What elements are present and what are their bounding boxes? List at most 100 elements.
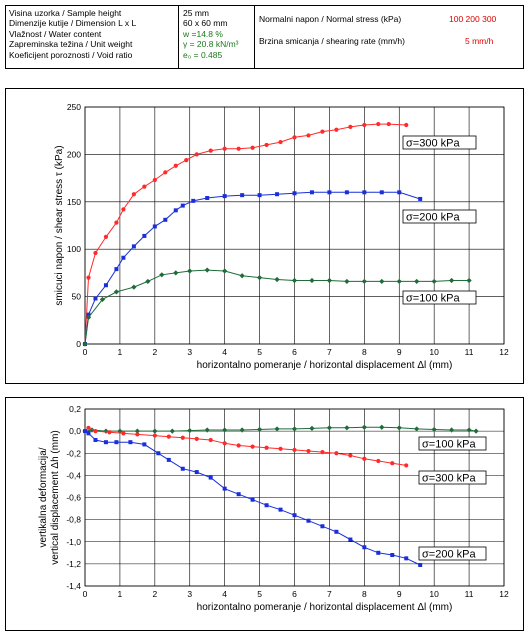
data-point [208,148,213,153]
series-line [84,191,421,345]
data-point [93,437,98,442]
y-tick-label: -0,4 [66,470,81,480]
data-point [414,426,420,432]
data-point [152,224,157,229]
x-tick-label: 2 [152,347,157,357]
data-point [320,129,325,134]
data-point [320,450,325,455]
x-tick-label: 9 [397,589,402,599]
data-point [93,429,98,434]
x-tick-label: 7 [327,347,332,357]
property-labels: Visina uzorka / Sample height Dimenzije … [6,6,179,68]
data-point [205,196,210,201]
data-point [348,453,353,458]
data-point [156,451,161,456]
x-tick-label: 0 [83,589,88,599]
label-void-ratio: Koeficijent poroznosti / Void ratio [9,49,133,60]
data-point [326,277,333,284]
data-point [362,456,367,461]
data-point [142,184,147,189]
data-point [278,507,283,512]
x-tick-label: 5 [257,347,262,357]
label-box-dimension: Dimenzije kutije / Dimension L x L [9,18,137,29]
annotation-label: σ=300 kPa [422,473,476,485]
data-point [278,139,283,145]
data-point [306,448,311,454]
data-point [131,284,137,290]
annotation-box [418,470,487,485]
value-water-content: w =14.8 % [183,28,223,39]
data-point [187,427,193,434]
data-point [114,440,119,445]
label-sample-height: Visina uzorka / Sample height [9,8,122,18]
data-point [173,270,179,276]
data-point [86,425,91,430]
data-point [169,428,175,434]
data-point [222,146,227,151]
annotation-label: σ=300 kPa [406,138,460,150]
y-tick-label: 150 [67,197,81,207]
data-point [379,278,385,285]
data-point [376,121,381,127]
x-tick-label: 8 [362,589,367,599]
data-point [396,425,402,431]
data-point [142,442,147,447]
y-tick-label: 50 [72,292,82,302]
annotation-box [418,436,487,451]
x-axis-label: horizontalno pomeranje / horizontal disp… [197,602,453,613]
data-point [135,432,140,437]
data-point [86,431,91,436]
annotation-label: σ=200 kPa [422,549,476,561]
value-sample-height: 25 mm [183,8,209,18]
data-point [379,190,384,195]
data-point [103,440,108,445]
vertical-displacement-chart-panel: 0 1 2 3 4 5 6 7 8 9 10 11 12 0,2 0,0 -0,2 -0,4 -0,6 -0,8 -1… [5,397,524,631]
data-point [466,427,472,433]
data-point [466,277,472,284]
data-point [390,553,395,558]
data-point [173,163,178,168]
data-point [180,203,185,208]
y-tick-label: 0,0 [69,426,81,436]
data-point [334,529,339,534]
data-point [292,191,297,196]
x-tick-label: 5 [257,589,262,599]
data-point [103,234,109,239]
x-tick-label: 7 [327,589,332,599]
data-point [173,208,178,213]
data-point [121,431,126,436]
data-point [250,497,255,502]
y-tick-label: -0,8 [66,515,81,525]
data-point [376,550,381,555]
x-tick-label: 2 [152,589,157,599]
data-point [121,255,126,260]
data-point [93,296,98,301]
x-tick-label: 10 [429,589,439,599]
data-point [320,524,325,529]
y-axis-label: vertical displacement Δh (mm) [50,430,61,565]
data-point [194,470,199,475]
data-point [107,430,112,435]
x-tick-label: 1 [118,589,123,599]
data-point [121,207,126,212]
shear-stress-chart: 0 1 2 3 4 5 6 7 8 9 10 11 12050100150200250horizonta… [54,102,509,371]
data-point [180,466,185,471]
data-point [275,192,280,197]
data-point [163,217,168,222]
y-axis-label: smicuci napon / shear stress τ (kPa) [54,145,65,305]
data-point [239,273,245,279]
data-point [83,429,87,434]
data-point [264,142,269,148]
data-point [208,475,213,480]
data-point [134,428,140,434]
annotation-box [402,135,477,150]
x-tick-label: 1 [118,347,123,357]
data-point [222,194,227,199]
x-tick-label: 12 [499,589,509,599]
series-1 [82,121,409,347]
data-point [418,196,423,201]
data-point [362,190,367,195]
data-point [152,177,157,183]
data-point [163,170,168,175]
data-point [386,121,391,127]
